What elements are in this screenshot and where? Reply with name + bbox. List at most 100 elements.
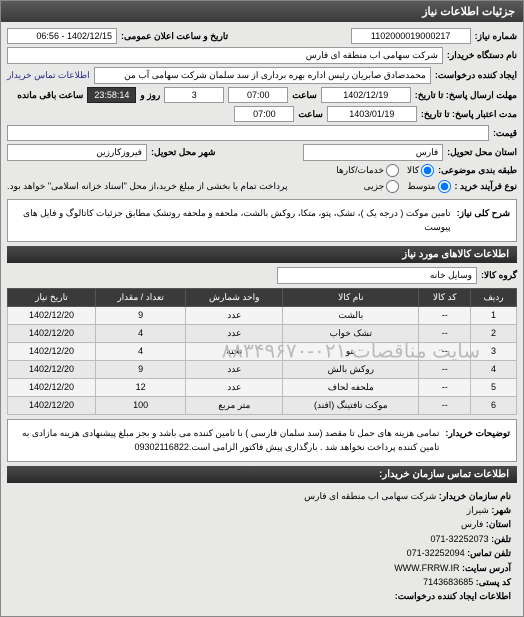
table-cell: -- <box>419 306 471 324</box>
table-cell: 1402/12/20 <box>8 324 96 342</box>
table-cell: تشک خواب <box>283 324 419 342</box>
table-cell: عدد <box>186 360 283 378</box>
group-field: وسایل خانه <box>277 267 477 284</box>
contact-fax-label: تلفن تماس: <box>467 548 511 558</box>
items-table-wrap: ردیفکد کالانام کالاواحد شمارشتعداد / مقد… <box>7 288 517 415</box>
validity-date-field: 1403/01/19 <box>327 106 417 122</box>
contact-link[interactable]: اطلاعات تماس خریدار <box>7 70 90 81</box>
announce-label: تاریخ و ساعت اعلان عمومی: <box>121 31 228 42</box>
contact-state-label: استان: <box>486 519 511 529</box>
budget-radio-1[interactable] <box>386 164 399 177</box>
contact-org: شرکت سهامی اب منطقه ای فارس <box>304 491 436 501</box>
buyer-org-field: شرکت سهامی اب منطقه ای فارس <box>7 47 443 64</box>
table-cell: 3 <box>471 342 517 360</box>
table-cell: -- <box>419 378 471 396</box>
remain-time-field: 23:58:14 <box>87 87 136 103</box>
table-cell: پتوسایت مناقصات ۰۲۱-۸۸۳۴۹۶۷۰ <box>283 342 419 360</box>
payment-note: پرداخت تمام یا بخشی از مبلغ خرید،از محل … <box>7 181 287 192</box>
table-header: ردیف <box>471 288 517 306</box>
table-cell: عدد <box>186 306 283 324</box>
remain-days-field: 3 <box>164 87 224 103</box>
table-cell: 5 <box>471 378 517 396</box>
buyer-org-label: نام دستگاه خریدار: <box>447 50 517 61</box>
table-row: 6--موکت تافتینگ (افند)متر مربع1001402/12… <box>8 396 517 414</box>
process-option-0[interactable]: متوسط <box>407 180 450 193</box>
contact-postal: 7143683685 <box>423 577 473 587</box>
table-cell: 6 <box>471 396 517 414</box>
delivery-city-label: شهر محل تحویل: <box>151 147 215 158</box>
process-radio-0[interactable] <box>438 180 451 193</box>
process-radio-group: متوسط جزیی <box>364 180 451 193</box>
notes-text: تمامی هزینه های حمل تا مقصد (سد سلمان فا… <box>14 426 439 455</box>
table-row: 5--ملحفه لحافعدد121402/12/20 <box>8 378 517 396</box>
table-header: تاریخ نیاز <box>8 288 96 306</box>
table-cell: تخته <box>186 342 283 360</box>
deadline-time-field: 07:00 <box>228 87 288 103</box>
window-titlebar: جزئیات اطلاعات نیاز <box>1 1 523 22</box>
requester-field: محمدصادق صابریان رئیس اداره بهره برداری … <box>94 67 431 84</box>
table-header: کد کالا <box>419 288 471 306</box>
table-cell: 1402/12/20 <box>8 360 96 378</box>
table-row: 2--تشک خوابعدد41402/12/20 <box>8 324 517 342</box>
table-row: 4--روکش بالشعدد91402/12/20 <box>8 360 517 378</box>
table-cell: 1 <box>471 306 517 324</box>
time-label-2: ساعت <box>298 109 323 120</box>
table-cell: موکت تافتینگ (افند) <box>283 396 419 414</box>
contact-creator-label: اطلاعات ایجاد کننده درخواست: <box>395 591 511 601</box>
table-cell: 1402/12/20 <box>8 342 96 360</box>
budget-option-1[interactable]: خدمات/کارها <box>336 164 399 177</box>
table-cell: عدد <box>186 378 283 396</box>
table-cell: 9 <box>95 306 185 324</box>
budget-radio-group: کالا خدمات/کارها <box>336 164 434 177</box>
time-label-1: ساعت <box>292 90 317 101</box>
table-cell: 4 <box>471 360 517 378</box>
contact-org-label: نام سازمان خریدار: <box>439 491 511 501</box>
main-content: شماره نیاز: 1102000019000217 تاریخ و ساع… <box>1 22 523 616</box>
contact-site: WWW.FRRW.IR <box>394 563 459 573</box>
contact-city-label: شهر: <box>491 505 511 515</box>
details-window: جزئیات اطلاعات نیاز شماره نیاز: 11020000… <box>0 0 524 617</box>
budget-radio-0[interactable] <box>421 164 434 177</box>
process-option-1[interactable]: جزیی <box>364 180 400 193</box>
table-row: 3--پتوسایت مناقصات ۰۲۱-۸۸۳۴۹۶۷۰تخته41402… <box>8 342 517 360</box>
table-cell: بالشت <box>283 306 419 324</box>
process-label: نوع فرآیند خرید : <box>455 181 518 192</box>
contact-state: فارس <box>461 519 483 529</box>
table-cell: 1402/12/20 <box>8 396 96 414</box>
request-no-field: 1102000019000217 <box>351 28 471 44</box>
table-cell: 1402/12/20 <box>8 378 96 396</box>
table-cell: متر مربع <box>186 396 283 414</box>
contact-section-header: اطلاعات تماس سازمان خریدار: <box>7 466 517 483</box>
table-cell: 12 <box>95 378 185 396</box>
requester-label: ایجاد کننده درخواست: <box>435 70 517 81</box>
contact-phone: 32252073-071 <box>431 534 489 544</box>
delivery-city-field: فیروزکارزین <box>7 144 147 161</box>
items-section-header: اطلاعات کالاهای مورد نیاز <box>7 246 517 263</box>
deadline-label: مهلت ارسال پاسخ: تا تاریخ: <box>415 90 517 101</box>
table-header: تعداد / مقدار <box>95 288 185 306</box>
table-cell: 100 <box>95 396 185 414</box>
table-cell: ملحفه لحاف <box>283 378 419 396</box>
table-cell: روکش بالش <box>283 360 419 378</box>
table-cell: 1402/12/20 <box>8 306 96 324</box>
delivery-state-label: استان محل تحویل: <box>447 147 517 158</box>
items-table: ردیفکد کالانام کالاواحد شمارشتعداد / مقد… <box>7 288 517 415</box>
table-cell: -- <box>419 396 471 414</box>
deadline-date-field: 1402/12/19 <box>321 87 411 103</box>
validity-time-field: 07:00 <box>234 106 294 122</box>
contact-fax: 32252094-071 <box>407 548 465 558</box>
desc-text: تامین موکت ( درجه یک )، تشک، پتو، متکا، … <box>14 206 451 235</box>
table-header: نام کالا <box>283 288 419 306</box>
table-cell: -- <box>419 342 471 360</box>
table-cell: -- <box>419 324 471 342</box>
request-no-label: شماره نیاز: <box>475 31 517 42</box>
price-label: قیمت: <box>493 128 517 139</box>
table-row: 1--بالشتعدد91402/12/20 <box>8 306 517 324</box>
process-radio-1[interactable] <box>386 180 399 193</box>
table-cell: 4 <box>95 342 185 360</box>
contact-phone-label: تلفن: <box>491 534 511 544</box>
contact-site-label: آدرس سایت: <box>462 563 511 573</box>
group-label: گروه کالا: <box>481 270 517 281</box>
table-header: واحد شمارش <box>186 288 283 306</box>
budget-option-0[interactable]: کالا <box>407 164 434 177</box>
